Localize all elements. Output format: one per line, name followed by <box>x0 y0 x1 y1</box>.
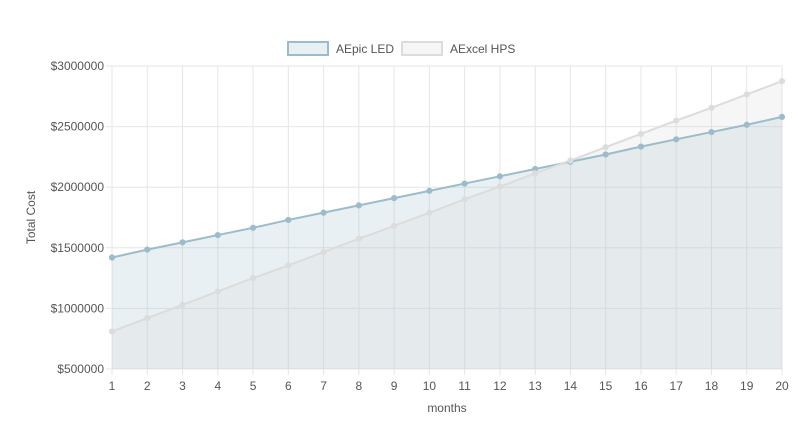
x-tick-label: 15 <box>599 379 613 393</box>
data-point[interactable] <box>391 195 398 202</box>
y-tick-label: $2500000 <box>51 120 105 134</box>
legend-item-aepic-led[interactable]: AEpic LED <box>287 41 394 56</box>
data-point[interactable] <box>567 157 574 164</box>
data-point[interactable] <box>108 328 116 335</box>
data-point[interactable] <box>320 209 327 216</box>
legend-swatch <box>287 41 329 56</box>
x-tick-label: 12 <box>493 379 507 393</box>
x-tick-label: 16 <box>634 379 648 393</box>
series-points <box>108 78 786 335</box>
y-axis-title: Total Cost <box>24 190 38 244</box>
x-tick-label: 14 <box>564 379 578 393</box>
x-tick-label: 7 <box>320 379 327 393</box>
y-tick-label: $1000000 <box>51 301 105 315</box>
x-tick-label: 11 <box>458 379 471 393</box>
data-point[interactable] <box>214 288 221 295</box>
y-tick-labels: $500000 $1000000 $1500000 $2000000 $2500000 $… <box>51 59 105 376</box>
legend-label: AEpic LED <box>336 42 394 56</box>
y-tick-label: $500000 <box>57 362 104 376</box>
data-point[interactable] <box>708 104 715 111</box>
data-point[interactable] <box>602 144 609 151</box>
legend-item-aexcel-hps[interactable]: AExcel HPS <box>401 41 515 56</box>
series-lines <box>111 80 783 333</box>
x-tick-label: 9 <box>391 379 398 393</box>
series-areas <box>112 81 782 370</box>
x-tick-label: 20 <box>775 379 789 393</box>
data-point[interactable] <box>743 91 750 98</box>
data-point[interactable] <box>778 113 786 121</box>
data-point[interactable] <box>637 130 645 137</box>
data-point[interactable] <box>461 180 468 187</box>
data-point[interactable] <box>214 231 221 239</box>
legend-label: AExcel HPS <box>450 42 515 56</box>
data-point[interactable] <box>179 301 186 308</box>
data-point[interactable] <box>179 239 186 246</box>
legend[interactable]: AEpic LED AExcel HPS <box>287 41 515 56</box>
data-point[interactable] <box>743 121 750 128</box>
x-tick-label: 2 <box>144 379 151 393</box>
data-point[interactable] <box>496 183 503 190</box>
data-point[interactable] <box>637 143 645 150</box>
data-point[interactable] <box>144 314 151 322</box>
data-point[interactable] <box>108 254 116 261</box>
x-tick-label: 3 <box>179 379 186 393</box>
data-point[interactable] <box>249 275 257 282</box>
data-point[interactable] <box>249 224 257 231</box>
data-point[interactable] <box>355 202 362 209</box>
data-point[interactable] <box>461 196 468 203</box>
x-tick-labels: 1 2 3 4 5 6 7 8 9 10 11 12 13 14 15 16 17 18 19 20 <box>109 379 789 393</box>
grid-layer <box>106 65 783 375</box>
y-tick-label: $1500000 <box>51 241 105 255</box>
x-tick-label: 6 <box>285 379 292 393</box>
x-tick-label: 17 <box>670 379 684 393</box>
data-point[interactable] <box>496 173 503 180</box>
data-point[interactable] <box>144 246 151 253</box>
x-axis-title: months <box>427 401 466 415</box>
x-tick-label: 4 <box>214 379 221 393</box>
data-point[interactable] <box>673 136 680 143</box>
data-point[interactable] <box>708 128 715 136</box>
data-point[interactable] <box>285 216 292 224</box>
x-tick-label: 1 <box>109 379 116 393</box>
series-area-aexcel-hps <box>112 81 782 370</box>
data-point[interactable] <box>391 222 398 230</box>
data-point[interactable] <box>355 235 362 242</box>
data-point[interactable] <box>320 248 327 256</box>
data-point[interactable] <box>426 187 433 194</box>
y-tick-label: $2000000 <box>51 180 105 194</box>
legend-swatch <box>401 41 443 56</box>
x-tick-label: 10 <box>423 379 437 393</box>
x-tick-label: 13 <box>528 379 542 393</box>
data-point[interactable] <box>602 151 609 158</box>
series-line-aexcel-hps <box>111 80 783 333</box>
x-tick-label: 19 <box>740 379 754 393</box>
y-tick-label: $3000000 <box>51 59 105 73</box>
data-point[interactable] <box>285 262 292 269</box>
data-point[interactable] <box>673 117 680 124</box>
x-tick-label: 5 <box>250 379 257 393</box>
series-area-aepic-led <box>112 116 782 370</box>
data-point[interactable] <box>426 209 433 216</box>
series-line-aepic-led <box>111 115 783 259</box>
data-point[interactable] <box>778 78 786 85</box>
data-point[interactable] <box>532 170 539 177</box>
x-tick-label: 18 <box>705 379 719 393</box>
x-tick-label: 8 <box>355 379 362 393</box>
